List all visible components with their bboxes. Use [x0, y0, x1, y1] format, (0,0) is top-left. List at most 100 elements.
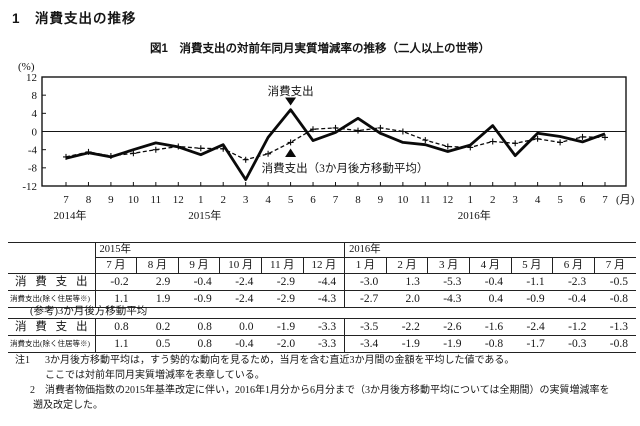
table-cell: -0.2	[94, 273, 137, 291]
table-row: 消費支出 0.8 0.2 0.8 0.0 -1.9 -3.3 -3.5 -2.2 -2.6 -1.6…	[8, 318, 636, 336]
table-cell: -0.4	[178, 273, 220, 291]
table-body: 消費支出 0.8 0.2 0.8 0.0 -1.9 -3.3 -3.5 -2.2 -2.6 -1.6…	[8, 318, 636, 353]
x-axis: 7 8 9 10 11 12 1 2 3 4 5 6 7 8 9 10 11 12 1 2 3 4 5 6 7 (月)2014年 2…	[54, 182, 635, 222]
table-row: 消費支出(除く住居等※) 1.1 1.9 -0.9 -2.4 -2.9 -4.3 -2.7 2.…	[8, 290, 636, 308]
x-month-label: 2	[220, 194, 226, 206]
table-cell: -2.9	[261, 290, 303, 308]
table-row: 消費支出(除く住居等※) 1.1 0.5 0.8 -0.4 -2.0 -3.3 -3.4 -1.…	[8, 335, 636, 353]
table-cell: -4.3	[427, 290, 470, 308]
table-cell: 11 月	[260, 257, 303, 274]
table-corner-cell	[8, 242, 96, 274]
table-cell: -2.9	[261, 273, 303, 291]
table-cell: 10 月	[219, 257, 262, 274]
table-cell: -0.4	[219, 335, 262, 353]
table-cell: -1.9	[386, 335, 428, 353]
table-cell: -0.4	[552, 290, 595, 308]
consumption-line	[65, 108, 606, 181]
table-cell: -0.9	[178, 290, 220, 308]
table-cell: 0.8	[94, 318, 137, 336]
table-cell: -1.9	[261, 318, 304, 336]
table-cell: -5.3	[427, 273, 470, 291]
annotation-moving-average: 消費支出（3か月後方移動平均）	[262, 148, 429, 175]
y-tick-label: -12	[22, 181, 37, 193]
table-cell: 5 月	[510, 257, 553, 274]
table-cell: -1.9	[427, 335, 470, 353]
table-cell: -0.9	[511, 290, 553, 308]
table-cell: -1.7	[511, 335, 553, 353]
consumption-annotation-label: 消費支出	[268, 84, 314, 98]
page-title: 1 消費支出の推移	[12, 11, 137, 26]
table-cell: 1.9	[136, 290, 179, 308]
note-text: ここでは対前年同月実質増減率を表章している。	[45, 370, 265, 381]
table-cell: 8 月	[136, 257, 179, 274]
x-month-label: 8	[355, 194, 361, 206]
x-month-label: 7	[63, 194, 69, 206]
table-cell: 0.5	[136, 335, 179, 353]
table-cell: -0.8	[594, 290, 636, 308]
note-text: 消費者物価指数の2015年基準改定に伴い，2016年1月分から6月分まで（3か月…	[45, 385, 610, 396]
x-month-label: 3	[512, 194, 518, 206]
x-year-label: 2015年	[188, 208, 221, 222]
table-cell: -4.3	[303, 290, 345, 308]
table-cell: -1.2	[552, 318, 595, 336]
table-cell: -0.8	[594, 335, 636, 353]
table-cell: -2.2	[386, 318, 428, 336]
x-month-label: 2	[490, 194, 496, 206]
table-cell: 1 月	[344, 257, 387, 274]
table-cell: 4 月	[468, 257, 511, 274]
note-marker: 2	[30, 385, 35, 396]
table-cell: -2.0	[261, 335, 304, 353]
x-month-label: 11	[420, 194, 431, 206]
x-axis-unit-label: (月)	[616, 194, 635, 206]
x-month-label: 10	[397, 194, 409, 206]
series-moving-average-line	[63, 124, 608, 163]
table-cell: -2.4	[219, 273, 262, 291]
table-year-header-row: 2015年 2016年	[8, 242, 636, 274]
x-month-label: 5	[557, 194, 563, 206]
table-row: 消費支出 -0.2 2.9 -0.4 -2.4 -2.9 -4.4 -3.0 1.3 -5.3 -0…	[8, 273, 636, 291]
table-cell: 消費支出	[8, 318, 96, 336]
table-cell: 1.3	[386, 273, 428, 291]
moving-average-annotation-label: 消費支出（3か月後方移動平均）	[262, 161, 429, 175]
x-month-label: 12	[442, 194, 453, 206]
x-month-label: 6	[310, 194, 316, 206]
table-cell: 0.2	[136, 318, 179, 336]
table-cell: -3.3	[303, 335, 345, 353]
table-cell: -1.3	[594, 318, 636, 336]
table-cell: 7 月	[593, 257, 636, 274]
x-month-label: 4	[535, 194, 541, 206]
table-cell: 2.9	[136, 273, 179, 291]
figure-title: 図1 消費支出の対前年同月実質増減率の推移（二人以上の世帯）	[150, 43, 490, 55]
y-tick-label: 8	[32, 90, 38, 102]
table-cell: 1.1	[94, 335, 137, 353]
table-cell: -2.3	[552, 273, 595, 291]
x-month-label: 4	[265, 194, 271, 206]
down-triangle-icon	[285, 97, 297, 106]
note-marker: 注1	[15, 355, 30, 366]
table-body: 消費支出 -0.2 2.9 -0.4 -2.4 -2.9 -4.4 -3.0 1.3 -5.3 -0…	[8, 273, 636, 308]
table-cell: 9 月	[177, 257, 220, 274]
annotation-consumption: 消費支出	[268, 84, 314, 106]
table-cell: 7 月	[94, 257, 137, 274]
x-month-label: 6	[580, 194, 586, 206]
x-month-label: 1	[198, 194, 204, 206]
x-month-label: 8	[86, 194, 92, 206]
table-cell: 0.0	[219, 318, 262, 336]
x-year-label: 2016年	[458, 208, 491, 222]
table-cell: 0.8	[178, 335, 220, 353]
table-cell: -2.4	[219, 290, 262, 308]
table-cell: 2.0	[386, 290, 428, 308]
note-text: 遡及改定した。	[33, 400, 103, 411]
x-month-label: 5	[288, 194, 294, 206]
table-cell: 消費支出	[8, 273, 96, 291]
table-cell: 12 月	[302, 257, 345, 274]
x-year-label: 2014年	[54, 208, 87, 222]
table-cell: 2 月	[385, 257, 428, 274]
x-month-label: 9	[378, 194, 384, 206]
table-cell: -3.4	[344, 335, 387, 353]
